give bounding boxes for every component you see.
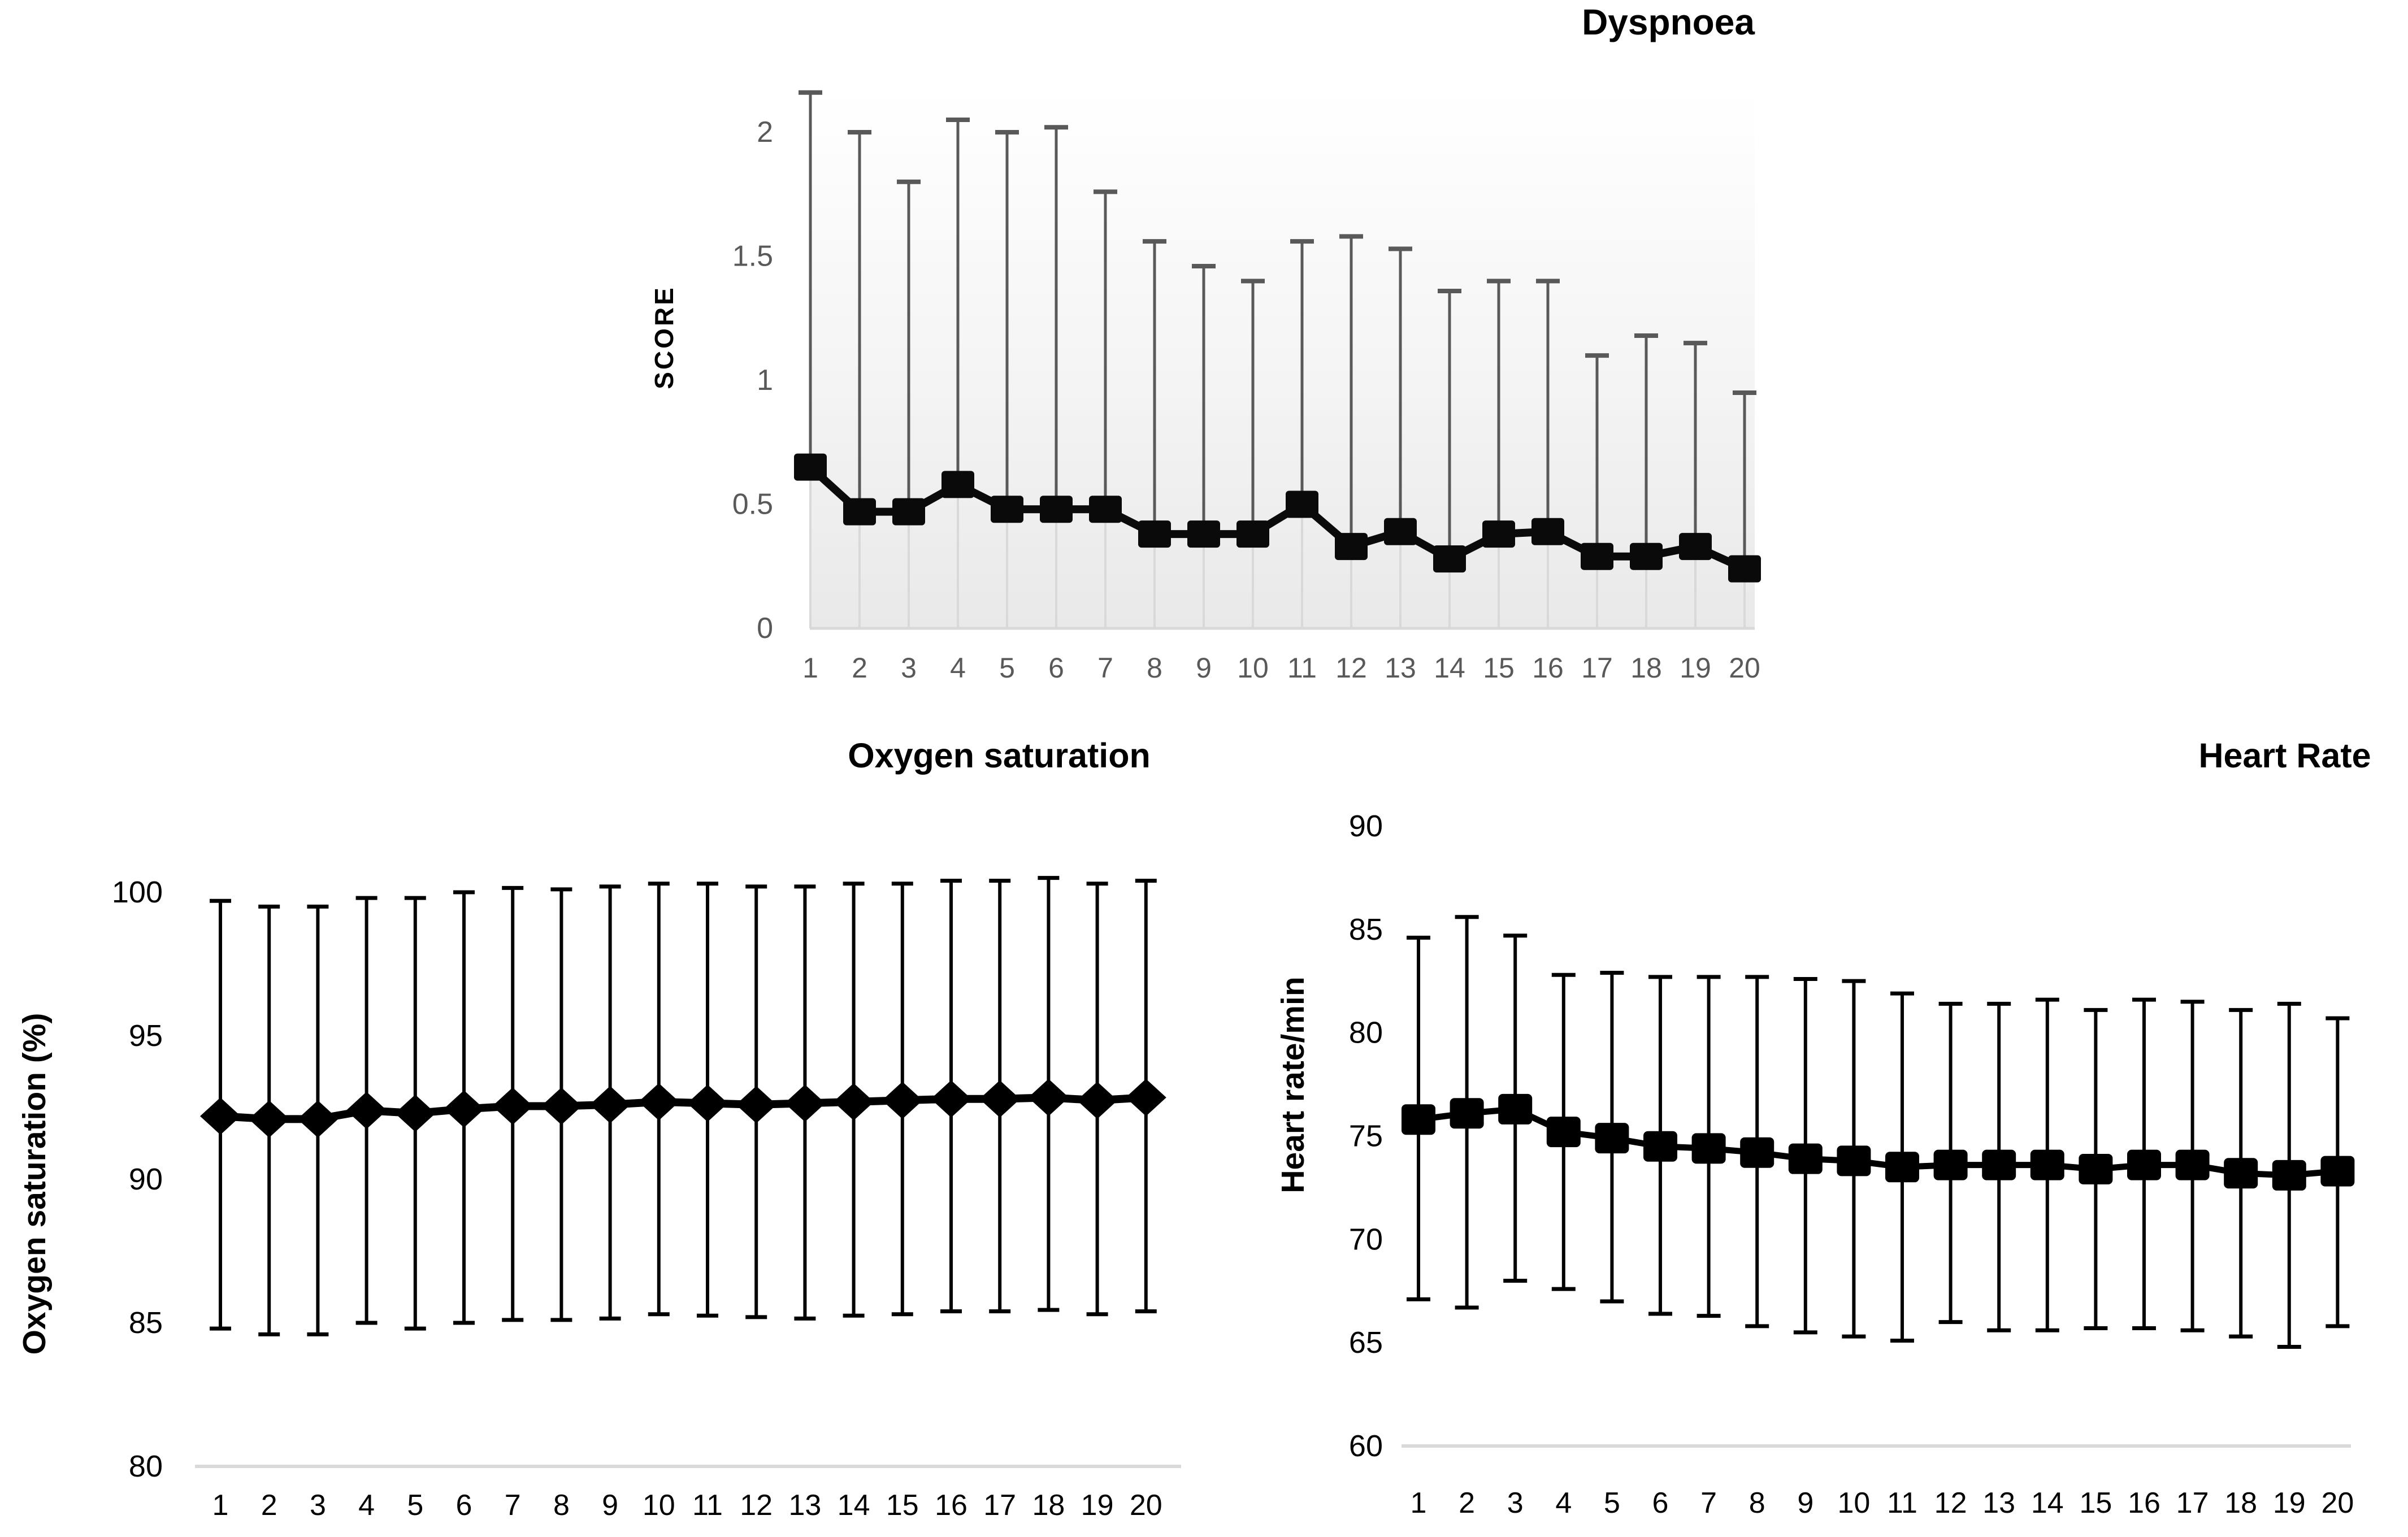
svg-text:6: 6 bbox=[1048, 652, 1064, 684]
svg-text:17: 17 bbox=[2176, 1487, 2209, 1519]
svg-text:15: 15 bbox=[1483, 652, 1515, 684]
svg-text:14: 14 bbox=[1434, 652, 1465, 684]
svg-text:80: 80 bbox=[1349, 1016, 1383, 1050]
svg-text:16: 16 bbox=[2128, 1487, 2160, 1519]
svg-text:1: 1 bbox=[802, 652, 818, 684]
svg-text:2: 2 bbox=[852, 652, 867, 684]
svg-text:11: 11 bbox=[1887, 1487, 1917, 1519]
svg-text:20: 20 bbox=[1130, 1489, 1162, 1522]
svg-text:3: 3 bbox=[1507, 1487, 1524, 1519]
svg-text:20: 20 bbox=[2321, 1487, 2354, 1519]
svg-text:16: 16 bbox=[1532, 652, 1564, 684]
svg-text:8: 8 bbox=[1147, 652, 1162, 684]
svg-text:75: 75 bbox=[1349, 1119, 1383, 1153]
svg-text:65: 65 bbox=[1349, 1326, 1383, 1360]
svg-text:85: 85 bbox=[129, 1306, 163, 1340]
svg-text:12: 12 bbox=[1335, 652, 1367, 684]
svg-text:1: 1 bbox=[757, 364, 773, 397]
svg-text:6: 6 bbox=[456, 1489, 472, 1522]
svg-text:2: 2 bbox=[757, 116, 773, 149]
svg-text:15: 15 bbox=[2079, 1487, 2112, 1519]
svg-text:2: 2 bbox=[1459, 1487, 1475, 1519]
svg-text:4: 4 bbox=[358, 1489, 375, 1522]
svg-text:9: 9 bbox=[1797, 1487, 1813, 1519]
svg-text:85: 85 bbox=[1349, 913, 1383, 946]
svg-text:2: 2 bbox=[261, 1489, 277, 1522]
svg-text:8: 8 bbox=[553, 1489, 570, 1522]
svg-text:14: 14 bbox=[838, 1489, 870, 1522]
svg-text:1: 1 bbox=[1411, 1487, 1427, 1519]
svg-text:10: 10 bbox=[643, 1489, 675, 1522]
svg-text:70: 70 bbox=[1349, 1222, 1383, 1256]
svg-text:0: 0 bbox=[757, 612, 773, 645]
svg-text:19: 19 bbox=[1081, 1489, 1114, 1522]
svg-text:13: 13 bbox=[1982, 1487, 2015, 1519]
svg-text:0.5: 0.5 bbox=[732, 488, 773, 521]
oxygen-y-axis-label: Oxygen saturation (%) bbox=[16, 1013, 53, 1355]
svg-text:5: 5 bbox=[999, 652, 1015, 684]
svg-text:10: 10 bbox=[1237, 652, 1269, 684]
svg-text:18: 18 bbox=[1032, 1489, 1065, 1522]
svg-text:7: 7 bbox=[1097, 652, 1113, 684]
svg-text:17: 17 bbox=[1581, 652, 1613, 684]
svg-text:4: 4 bbox=[1555, 1487, 1572, 1519]
oxygen-chart-title: Oxygen saturation bbox=[848, 736, 1151, 775]
heart-rate-chart-title: Heart Rate bbox=[2198, 736, 2371, 775]
svg-text:18: 18 bbox=[2224, 1487, 2257, 1519]
svg-text:4: 4 bbox=[950, 652, 966, 684]
svg-text:8: 8 bbox=[1749, 1487, 1765, 1519]
svg-text:11: 11 bbox=[692, 1489, 723, 1522]
svg-text:5: 5 bbox=[407, 1489, 423, 1522]
svg-text:3: 3 bbox=[310, 1489, 326, 1522]
svg-text:95: 95 bbox=[129, 1019, 163, 1053]
svg-text:19: 19 bbox=[2273, 1487, 2306, 1519]
dyspnoea-plot: 21.510.501 2 3 4 5 6 7 8 9 10 11 12 13 14 15 16 17 18 19 20 bbox=[732, 90, 1761, 684]
svg-text:19: 19 bbox=[1680, 652, 1711, 684]
svg-text:1.5: 1.5 bbox=[732, 240, 773, 273]
svg-text:6: 6 bbox=[1652, 1487, 1669, 1519]
svg-text:13: 13 bbox=[1385, 652, 1416, 684]
svg-text:3: 3 bbox=[901, 652, 917, 684]
svg-text:12: 12 bbox=[1934, 1487, 1967, 1519]
svg-text:7: 7 bbox=[1700, 1487, 1717, 1519]
svg-text:9: 9 bbox=[1196, 652, 1212, 684]
svg-text:80: 80 bbox=[129, 1449, 163, 1483]
svg-text:13: 13 bbox=[788, 1489, 821, 1522]
svg-text:90: 90 bbox=[1349, 809, 1383, 843]
svg-text:17: 17 bbox=[983, 1489, 1016, 1522]
svg-text:9: 9 bbox=[602, 1489, 618, 1522]
dyspnoea-chart-title: Dyspnoea bbox=[1582, 2, 1755, 42]
svg-text:14: 14 bbox=[2031, 1487, 2064, 1519]
svg-text:11: 11 bbox=[1287, 652, 1317, 684]
svg-text:18: 18 bbox=[1630, 652, 1662, 684]
svg-text:5: 5 bbox=[1604, 1487, 1620, 1519]
svg-text:12: 12 bbox=[740, 1489, 773, 1522]
svg-text:20: 20 bbox=[1729, 652, 1760, 684]
dyspnoea-y-axis-label: SCORE bbox=[649, 285, 679, 389]
svg-text:10: 10 bbox=[1837, 1487, 1870, 1519]
svg-text:7: 7 bbox=[505, 1489, 521, 1522]
svg-text:16: 16 bbox=[935, 1489, 967, 1522]
svg-text:1: 1 bbox=[212, 1489, 229, 1522]
svg-text:90: 90 bbox=[129, 1162, 163, 1196]
svg-text:60: 60 bbox=[1349, 1429, 1383, 1463]
svg-text:15: 15 bbox=[886, 1489, 919, 1522]
heart-rate-y-axis-label: Heart rate/min bbox=[1275, 976, 1311, 1193]
svg-text:100: 100 bbox=[112, 875, 163, 909]
